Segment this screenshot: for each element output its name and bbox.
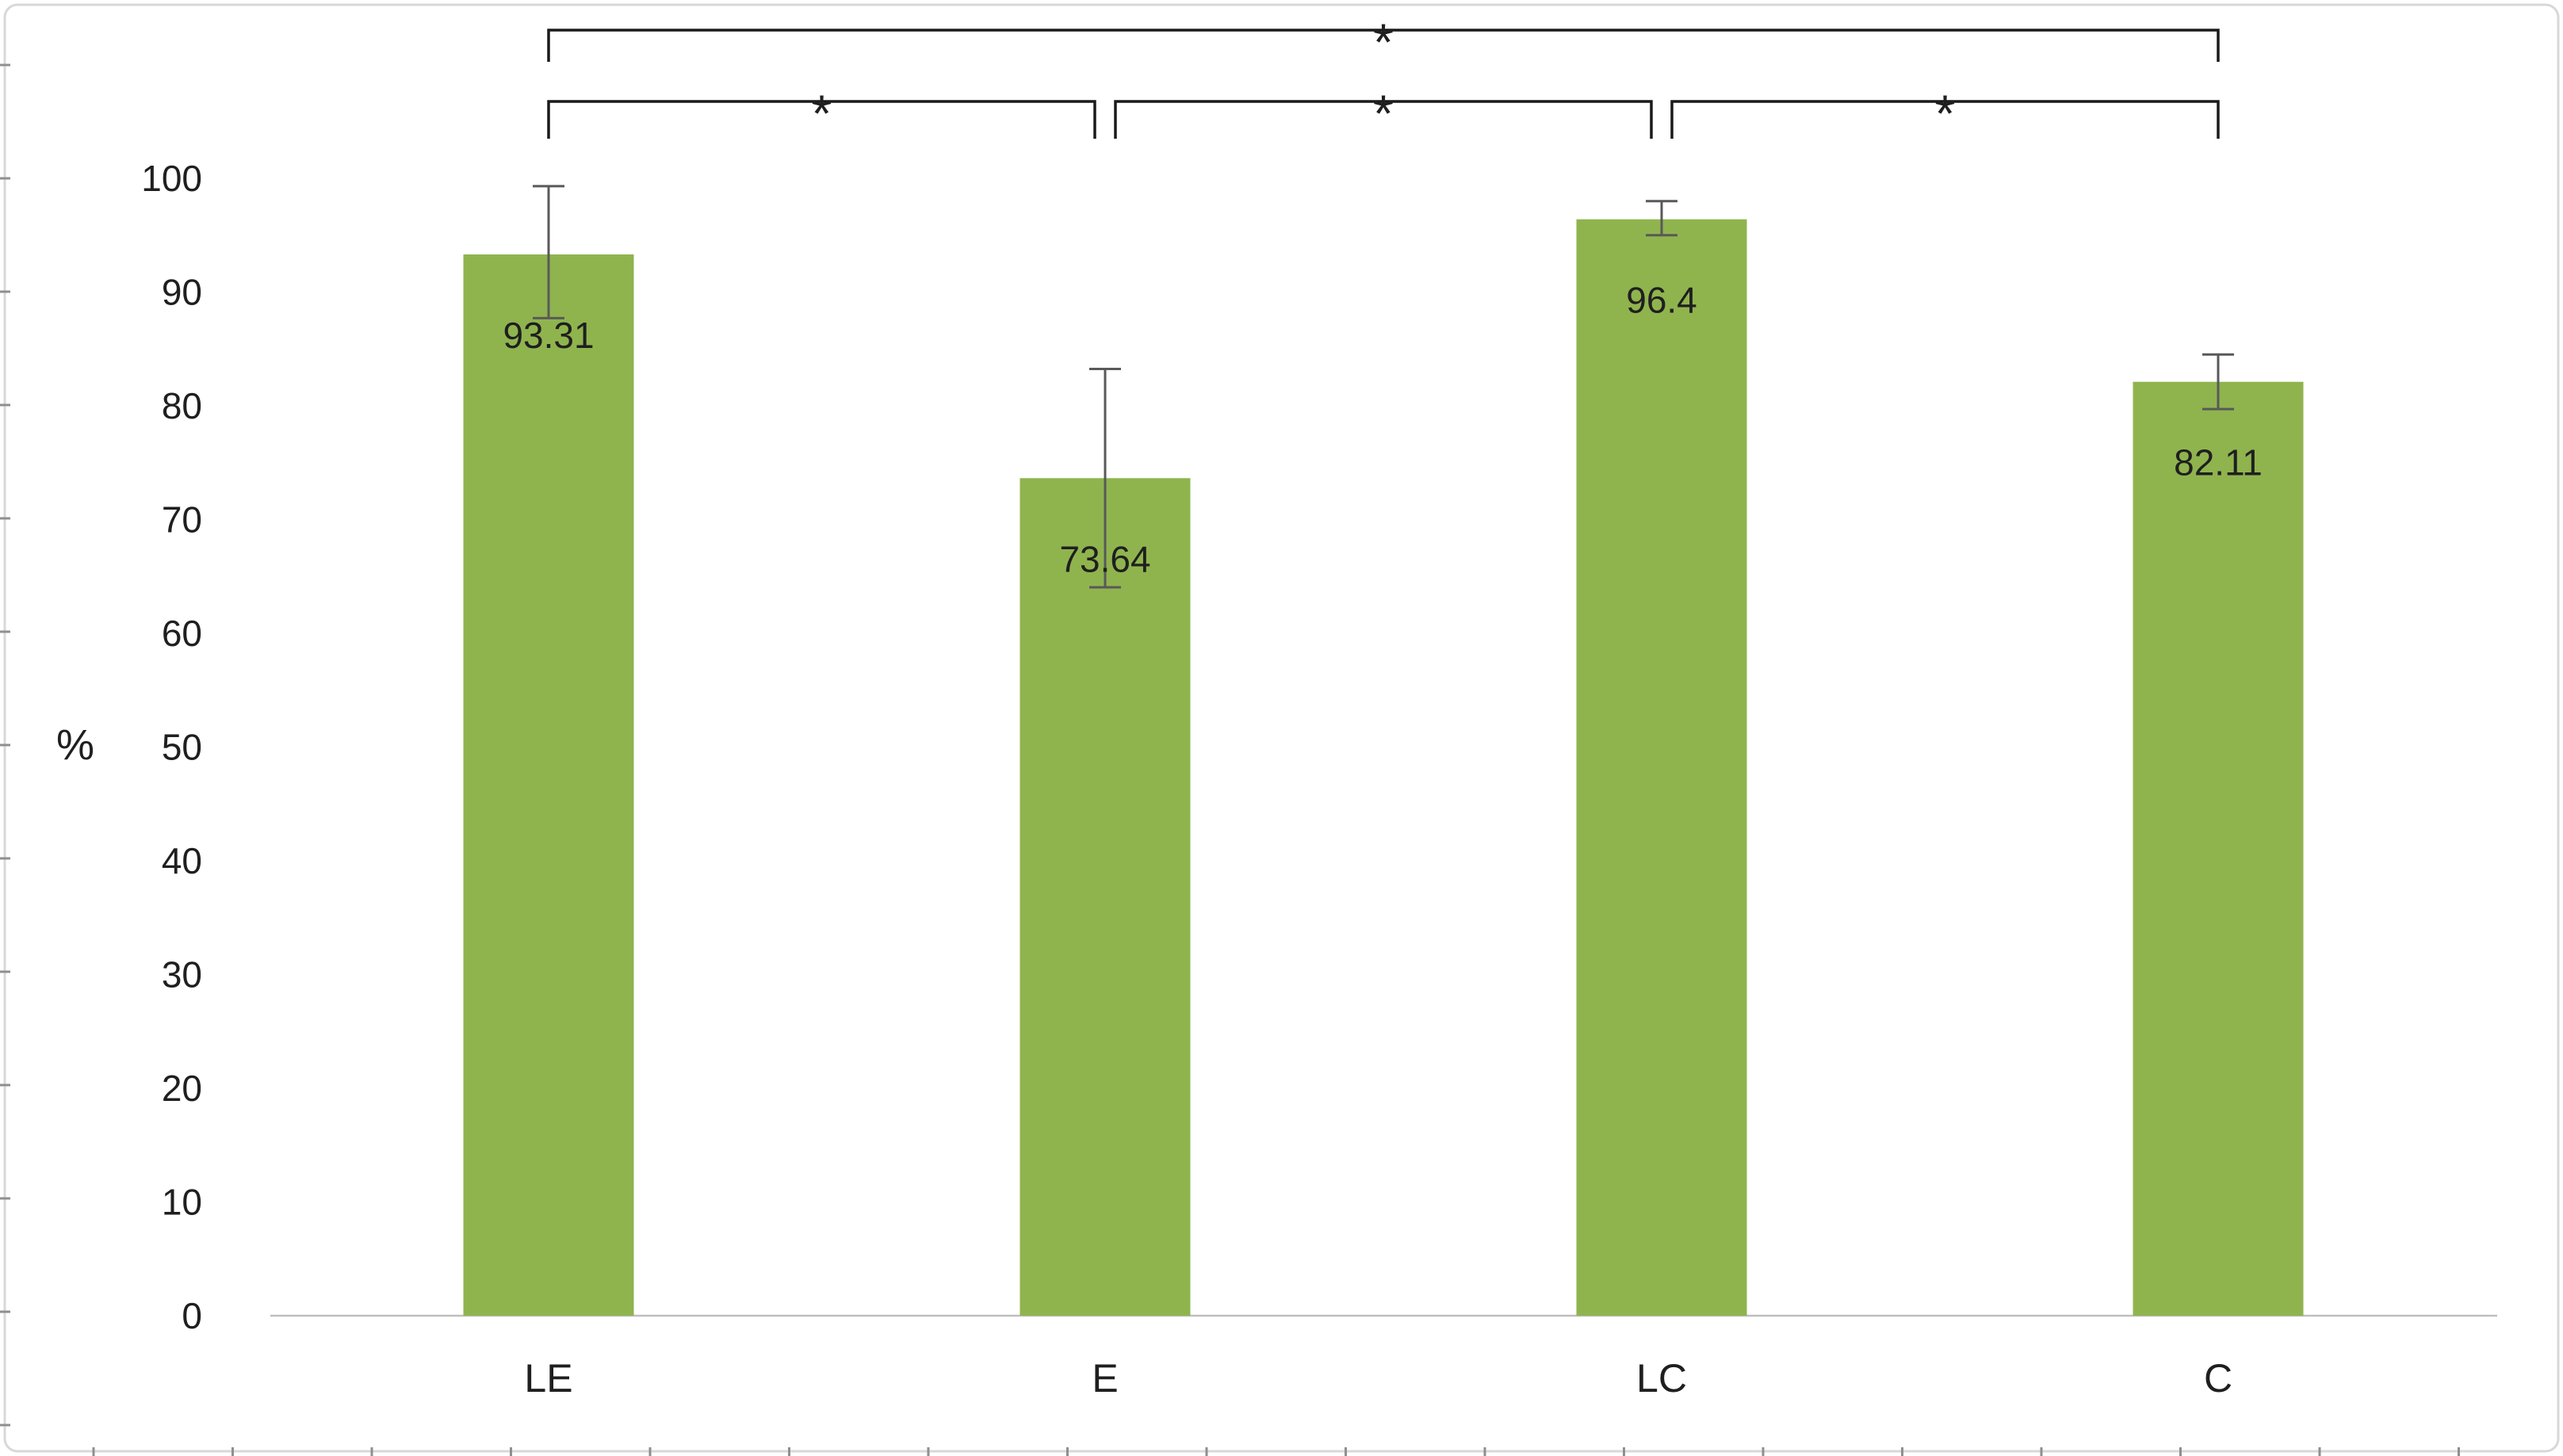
x-category-label-LE: LE: [524, 1356, 572, 1401]
significance-star-LE-C: *: [1373, 13, 1394, 71]
y-tick-label: 30: [162, 954, 202, 996]
y-tick-label: 60: [162, 613, 202, 654]
y-tick-label: 10: [162, 1182, 202, 1223]
y-tick-label: 100: [141, 158, 202, 199]
y-axis-title: %: [56, 721, 94, 769]
x-category-label-LC: LC: [1636, 1356, 1687, 1401]
significance-bracket-E-LC: [1114, 100, 1653, 139]
significance-star-LE-E: *: [812, 84, 832, 143]
y-tick-label: 0: [182, 1295, 202, 1336]
bar-E: [1019, 478, 1191, 1316]
bar-C: [2133, 381, 2304, 1317]
significance-bracket-LC-C: [1670, 100, 2220, 139]
chart-border: [3, 3, 2560, 1453]
significance-star-LC-C: *: [1935, 84, 1956, 143]
significance-bracket-LE-E: [547, 100, 1096, 139]
y-tick-label: 20: [162, 1068, 202, 1109]
data-label-C: 82.11: [2174, 442, 2263, 483]
bar-LE: [463, 254, 634, 1317]
x-category-label-E: E: [1092, 1356, 1118, 1401]
significance-star-E-LC: *: [1373, 84, 1394, 143]
x-category-label-C: C: [2204, 1356, 2232, 1401]
y-tick-label: 50: [162, 727, 202, 768]
significance-bracket-LE-C: [547, 29, 2220, 62]
data-label-LC: 96.4: [1626, 280, 1697, 321]
y-tick-label: 90: [162, 272, 202, 313]
y-tick-label: 40: [162, 840, 202, 881]
y-tick-label: 70: [162, 499, 202, 541]
data-label-LE: 93.31: [503, 315, 594, 356]
data-label-E: 73.64: [1059, 538, 1150, 579]
y-tick-label: 80: [162, 385, 202, 426]
bar-LC: [1576, 219, 1747, 1316]
